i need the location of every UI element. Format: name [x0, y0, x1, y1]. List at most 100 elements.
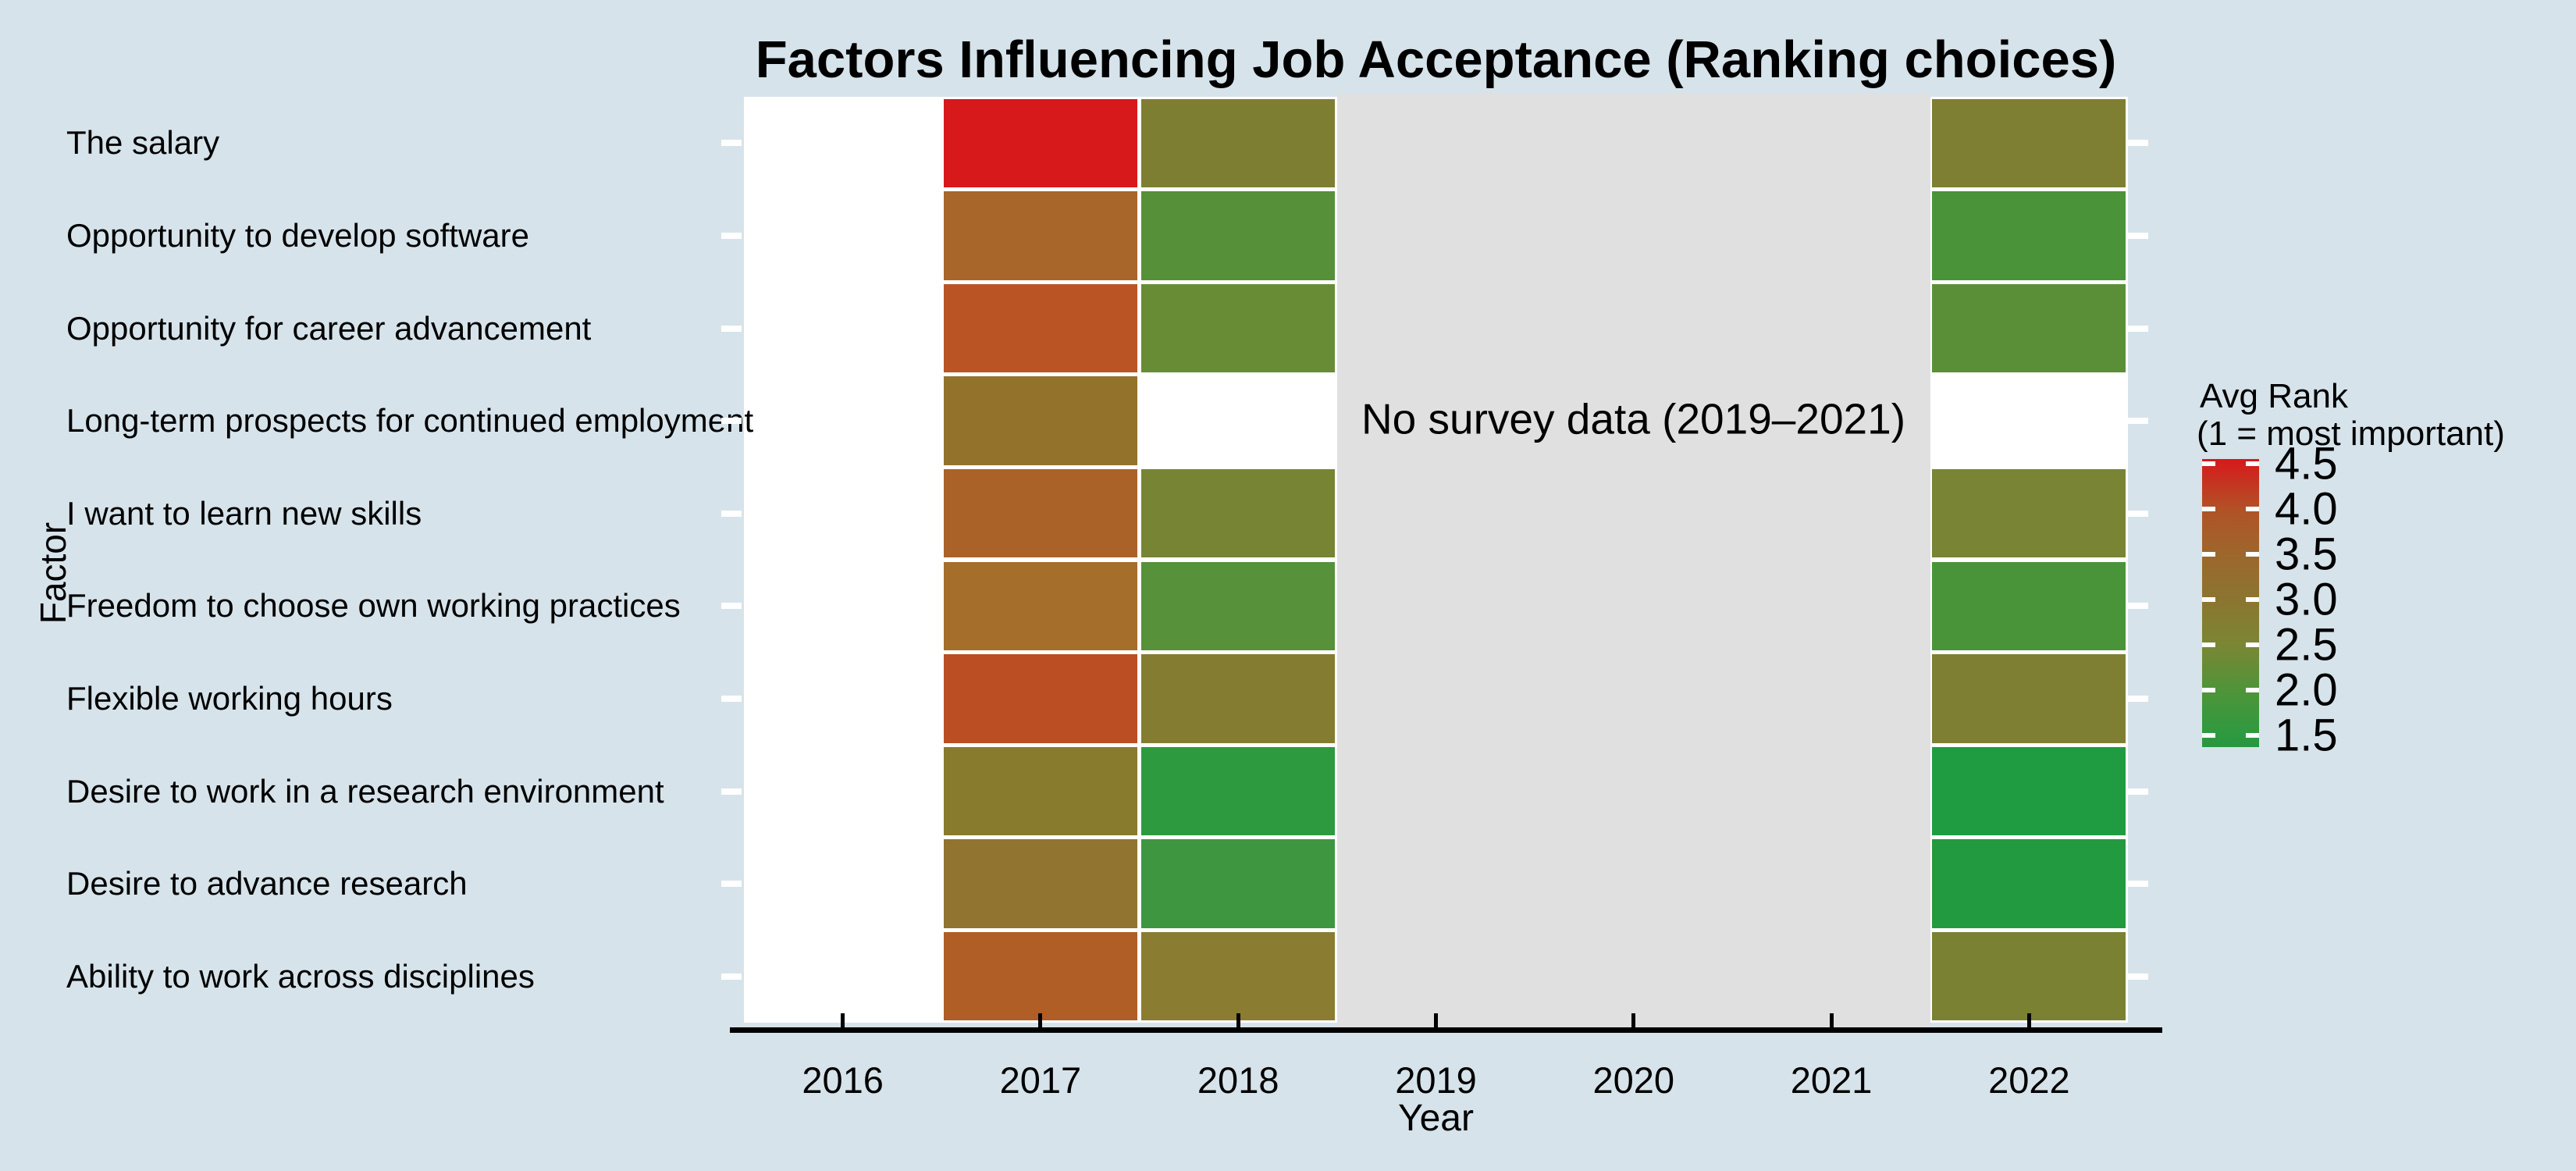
y-tick-mark	[721, 325, 742, 332]
y-tick-mark	[2128, 418, 2148, 425]
y-tick-mark	[2128, 881, 2148, 888]
x-tick-mark	[1236, 1013, 1240, 1030]
heatmap-cell	[1141, 654, 1336, 743]
heatmap-cell	[1141, 931, 1336, 1021]
x-tick-mark	[2026, 1013, 2031, 1030]
x-axis-line	[730, 1027, 2162, 1033]
y-tick-mark	[721, 788, 742, 795]
heatmap-cell	[1141, 839, 1336, 928]
heatmap-cell	[1141, 468, 1336, 558]
legend-tick-mark	[2202, 507, 2215, 511]
heatmap-cell	[943, 561, 1138, 651]
y-tick-mark	[721, 695, 742, 702]
legend-colorbar	[2202, 459, 2259, 747]
y-tick-label: I want to learn new skills	[66, 494, 422, 532]
x-tick-mark	[1631, 1013, 1636, 1030]
y-tick-mark	[2128, 788, 2148, 795]
legend-tick-mark	[2202, 733, 2215, 738]
legend-tick-mark	[2246, 688, 2259, 692]
heatmap-cell	[943, 98, 1138, 188]
heatmap-cell	[943, 468, 1138, 558]
legend-tick-mark	[2246, 461, 2259, 466]
legend-tick-label: 1.5	[2275, 710, 2338, 761]
no-data-annotation: No survey data (2019–2021)	[1361, 394, 1906, 443]
heatmap-cell	[1932, 839, 2126, 928]
no-data-band	[1336, 94, 1930, 1027]
legend-tick-label: 4.0	[2275, 483, 2338, 535]
legend-tick-label: 2.5	[2275, 619, 2338, 671]
y-tick-mark	[721, 140, 742, 147]
y-tick-mark	[721, 418, 742, 425]
heatmap-cell	[943, 283, 1138, 373]
y-tick-mark	[2128, 232, 2148, 239]
x-tick-label: 2017	[999, 1059, 1082, 1101]
legend-tick-mark	[2202, 461, 2215, 466]
y-tick-label: Flexible working hours	[66, 679, 393, 717]
heatmap-cell	[1932, 283, 2126, 373]
heatmap-cell	[943, 654, 1138, 743]
legend-tick-mark	[2202, 552, 2215, 557]
y-tick-label: Long-term prospects for continued employ…	[66, 402, 754, 440]
heatmap-cell	[1932, 191, 2126, 280]
x-tick-label: 2019	[1395, 1059, 1477, 1101]
y-tick-label: The salary	[66, 124, 220, 162]
heatmap-cell	[943, 931, 1138, 1021]
legend-tick-mark	[2202, 642, 2215, 647]
heatmap-cell	[943, 376, 1138, 465]
y-tick-mark	[721, 510, 742, 517]
y-tick-mark	[721, 232, 742, 239]
legend-tick-label: 4.5	[2275, 438, 2338, 489]
heatmap-cell	[1932, 98, 2126, 188]
legend-tick-label: 3.5	[2275, 529, 2338, 580]
heatmap-cell	[1141, 283, 1336, 373]
y-tick-label: Opportunity for career advancement	[66, 309, 592, 347]
y-tick-mark	[2128, 325, 2148, 332]
y-tick-mark	[721, 881, 742, 888]
x-axis-title: Year	[1398, 1098, 1474, 1139]
x-tick-label: 2016	[802, 1059, 884, 1101]
x-tick-label: 2020	[1592, 1059, 1675, 1101]
heatmap-cell	[943, 746, 1138, 836]
y-tick-mark	[2128, 140, 2148, 147]
heatmap-cell	[1932, 931, 2126, 1021]
heatmap-cell	[1141, 561, 1336, 651]
legend-tick-mark	[2246, 552, 2259, 557]
heatmap-cell	[1141, 98, 1336, 188]
y-tick-mark	[2128, 603, 2148, 610]
y-tick-mark	[2128, 695, 2148, 702]
heatmap-cell	[943, 839, 1138, 928]
heatmap-cell	[1932, 468, 2126, 558]
legend-tick-mark	[2246, 733, 2259, 738]
legend-title: Avg Rank	[2200, 377, 2348, 415]
legend-tick-mark	[2246, 507, 2259, 511]
y-tick-mark	[2128, 510, 2148, 517]
y-tick-label: Ability to work across disciplines	[66, 957, 535, 995]
legend-tick-mark	[2202, 688, 2215, 692]
y-tick-mark	[721, 603, 742, 610]
legend-subtitle: (1 = most important)	[2197, 415, 2505, 453]
y-tick-label: Desire to work in a research environment	[66, 772, 664, 810]
y-tick-mark	[2128, 973, 2148, 980]
x-tick-mark	[1829, 1013, 1834, 1030]
x-tick-label: 2018	[1197, 1059, 1279, 1101]
chart-title: Factors Influencing Job Acceptance (Rank…	[755, 30, 2117, 89]
x-tick-label: 2022	[1988, 1059, 2070, 1101]
y-tick-label: Desire to advance research	[66, 865, 468, 902]
heatmap-cell	[1932, 746, 2126, 836]
x-tick-mark	[841, 1013, 845, 1030]
legend-tick-mark	[2202, 597, 2215, 602]
legend-tick-label: 3.0	[2275, 574, 2338, 625]
y-tick-label: Freedom to choose own working practices	[66, 587, 681, 625]
x-tick-label: 2021	[1790, 1059, 1873, 1101]
x-tick-mark	[1038, 1013, 1043, 1030]
legend-tick-mark	[2246, 642, 2259, 647]
y-tick-mark	[721, 973, 742, 980]
heatmap-cell	[943, 191, 1138, 280]
x-tick-mark	[1434, 1013, 1438, 1030]
heatmap-cell	[1141, 191, 1336, 280]
legend-tick-label: 2.0	[2275, 664, 2338, 716]
y-tick-label: Opportunity to develop software	[66, 216, 530, 254]
heatmap-cell	[1932, 561, 2126, 651]
heatmap-cell	[1141, 746, 1336, 836]
